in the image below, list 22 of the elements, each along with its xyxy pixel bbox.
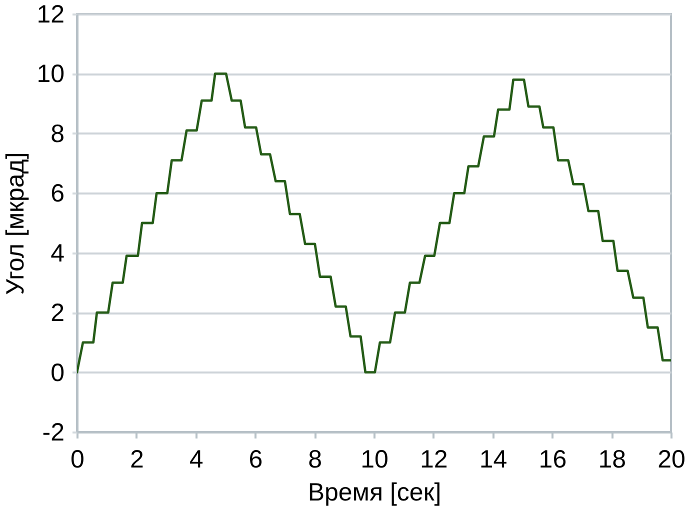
y-tick-label: -2 [42,418,64,446]
x-axis-title: Время [сек] [308,478,442,506]
x-tick-label: 0 [70,446,84,474]
y-tick-label: 8 [50,120,64,148]
y-tick-label: 6 [50,180,64,208]
x-tick-label: 14 [479,446,508,474]
x-tick-label: 18 [598,446,626,474]
x-tick-label: 20 [658,446,686,474]
y-axis-title: Угол [мкрад] [2,152,30,295]
x-tick-label: 16 [538,446,567,474]
x-tick-label: 8 [308,446,322,474]
y-tick-label: 0 [50,358,64,387]
line-series [77,72,671,374]
x-tick-label: 2 [130,446,144,474]
y-tick-label: 12 [36,0,64,28]
y-tick-label: 4 [50,239,65,268]
y-tick-label: 10 [36,60,64,88]
x-tick-label: 6 [248,446,263,474]
x-tick-label: 10 [360,446,388,474]
x-tick-label: 4 [189,446,204,474]
y-tick-label: 2 [50,299,64,328]
x-tick-label: 12 [420,446,448,474]
